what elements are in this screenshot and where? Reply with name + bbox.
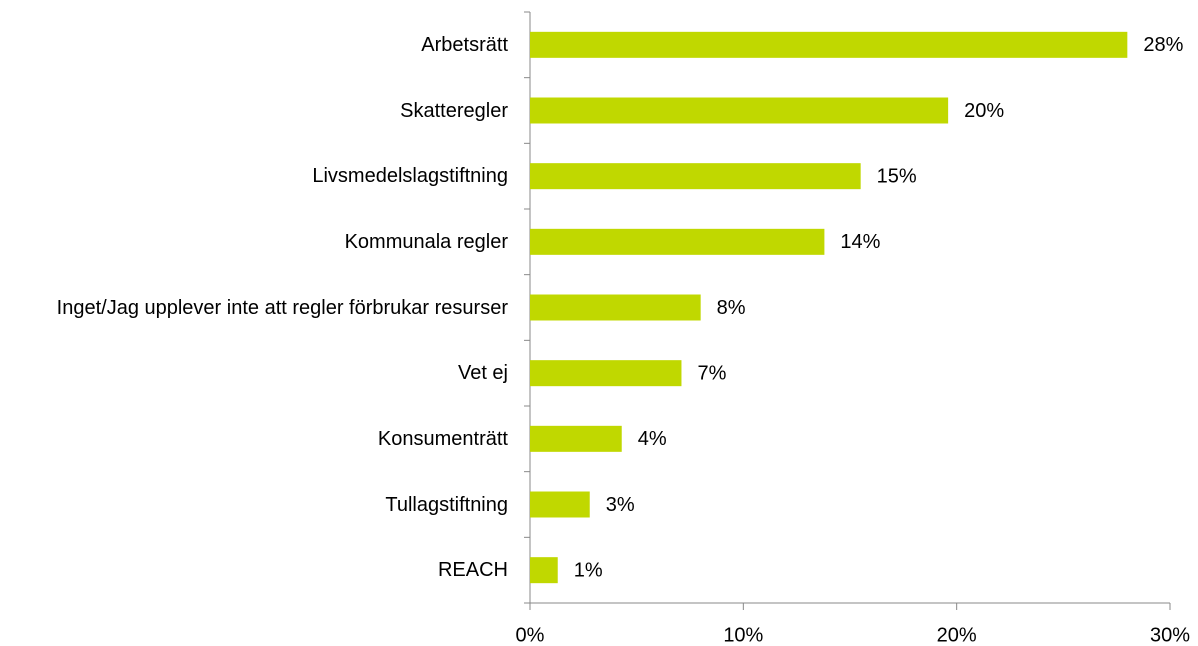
y-tick-label: Konsumenträtt — [8, 427, 508, 451]
bar — [530, 360, 682, 387]
category-text: Inget/Jag upplever inte att regler förbr… — [56, 296, 508, 319]
y-tick-label: Arbetsrätt — [8, 33, 508, 57]
bar — [530, 425, 622, 452]
y-tick-label: Kommunala regler — [8, 230, 508, 254]
category-text: Konsumenträtt — [377, 427, 508, 450]
category-text: Kommunala regler — [344, 230, 508, 253]
bar — [530, 97, 949, 124]
y-tick-label: Tullagstiftning — [8, 493, 508, 517]
y-tick-label: Skatteregler — [8, 99, 508, 123]
bar — [530, 294, 701, 321]
value-label: 14% — [840, 231, 880, 253]
bar — [530, 163, 861, 190]
value-label: 15% — [877, 165, 917, 187]
value-label: 4% — [638, 428, 667, 450]
x-tick-label: 30% — [1150, 624, 1190, 646]
value-label: 1% — [574, 559, 603, 581]
x-tick-label: 20% — [937, 624, 977, 646]
x-tick-label: 0% — [516, 624, 545, 646]
category-text: Livsmedelslagstiftning — [312, 165, 508, 188]
bar — [530, 557, 558, 584]
value-label: 20% — [964, 100, 1004, 122]
value-label: 3% — [606, 494, 635, 516]
category-text: REACH — [437, 559, 508, 582]
bar — [530, 31, 1128, 58]
y-tick-label: REACH — [8, 558, 508, 582]
value-label: 7% — [697, 362, 726, 384]
category-text: Tullagstiftning — [385, 493, 508, 516]
x-tick-label: 10% — [723, 624, 763, 646]
bar — [530, 228, 825, 255]
category-text: Vet ej — [457, 362, 508, 385]
y-tick-label: Inget/Jag upplever inte att regler förbr… — [8, 296, 508, 320]
value-label: 8% — [717, 297, 746, 319]
category-text: Arbetsrätt — [421, 33, 508, 56]
bar — [530, 491, 590, 518]
y-tick-label: Livsmedelslagstiftning — [8, 164, 508, 188]
category-text: Skatteregler — [400, 99, 508, 122]
value-label: 28% — [1143, 34, 1183, 56]
y-tick-label: Vet ej — [8, 361, 508, 385]
